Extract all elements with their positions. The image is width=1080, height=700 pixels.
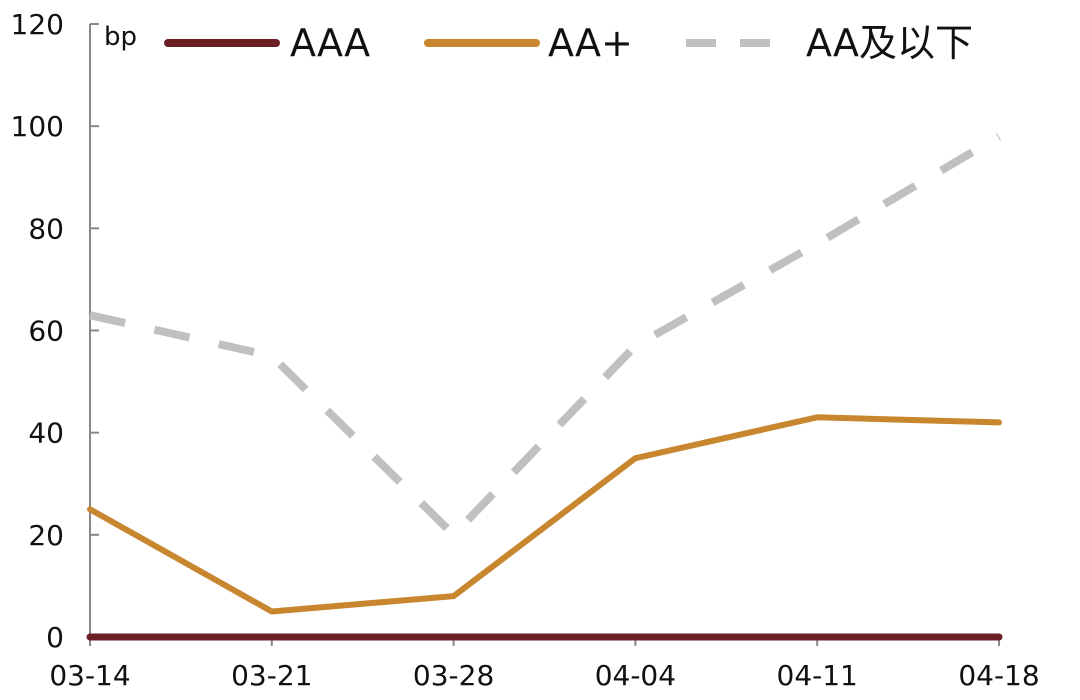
legend-label: AA+	[548, 21, 633, 65]
y-axis-ticks: 0 20 40 60 80 100 120	[11, 8, 99, 654]
legend-label: AA及以下	[806, 21, 973, 65]
x-tick-label: 03-14	[49, 659, 130, 692]
y-tick-label: 40	[28, 417, 64, 450]
x-axis-ticks: 03-14 03-21 03-28 04-04 04-11 04-18	[49, 637, 1040, 692]
x-tick-label: 03-28	[413, 659, 494, 692]
legend: AAA AA+ AA及以下	[164, 21, 973, 65]
x-tick-label: 03-21	[231, 659, 312, 692]
series-line-aa-plus	[87, 414, 1002, 615]
y-tick-label: 60	[28, 315, 64, 348]
axes	[89, 24, 999, 638]
legend-label: AAA	[290, 21, 370, 65]
y-tick-label: 120	[11, 8, 64, 41]
y-tick-label: 0	[46, 621, 64, 654]
x-tick-label: 04-04	[595, 659, 676, 692]
unit-label: bp	[104, 22, 137, 52]
x-tick-label: 04-11	[777, 659, 858, 692]
legend-item: AA及以下	[686, 21, 973, 65]
y-tick-label: 20	[28, 519, 64, 552]
legend-item: AAA	[164, 21, 370, 65]
series-layer	[86, 132, 1003, 641]
legend-item: AA+	[424, 21, 633, 65]
y-tick-label: 80	[28, 212, 64, 245]
x-tick-label: 04-18	[958, 659, 1039, 692]
y-tick-label: 100	[11, 110, 64, 143]
series-line-aa-and-below	[89, 132, 1002, 539]
